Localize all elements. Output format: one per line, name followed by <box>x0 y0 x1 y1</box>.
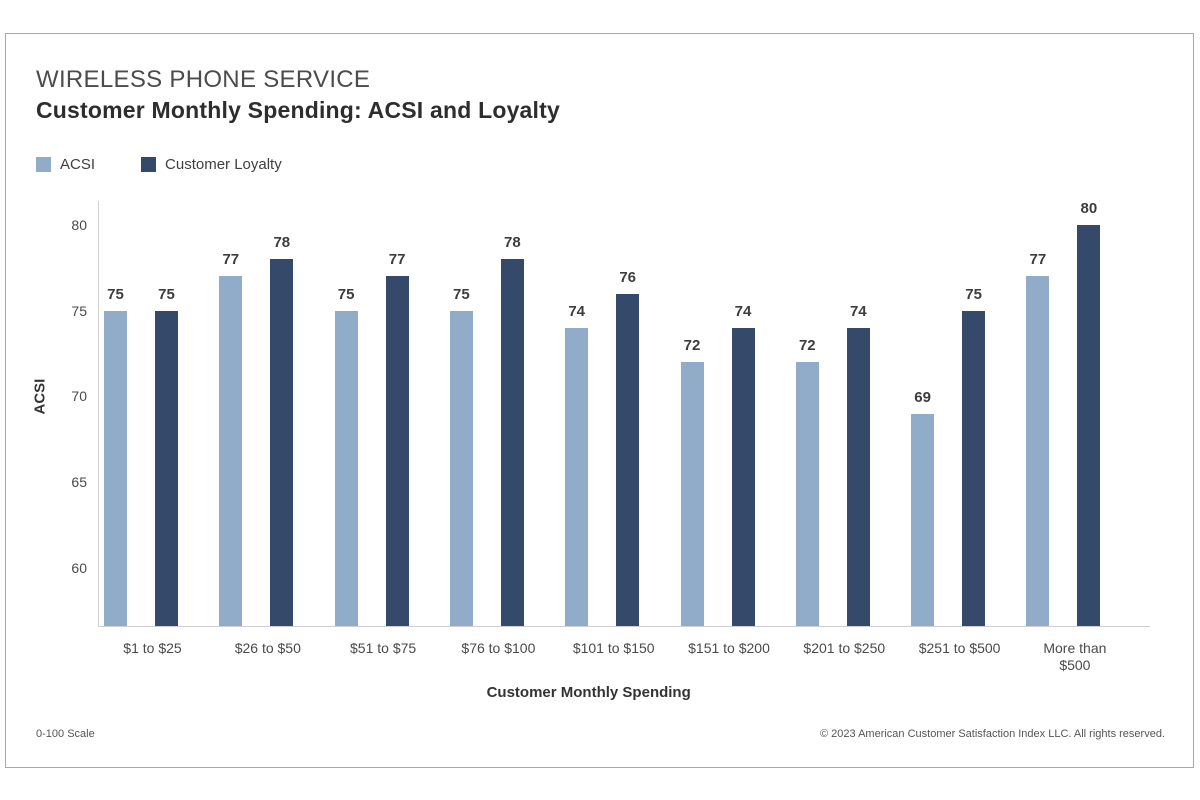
bar-value-label: 76 <box>619 268 637 286</box>
bar-value-label: 77 <box>388 251 406 269</box>
bar-loyalty <box>155 310 178 626</box>
bar-acsi <box>104 310 127 626</box>
y-tick-label: 60 <box>71 559 87 576</box>
bar-value-label: 75 <box>158 285 175 303</box>
bar-acsi <box>219 276 243 626</box>
legend-label: ACSI <box>60 156 96 173</box>
bar-acsi <box>680 362 704 626</box>
page-title: Customer Monthly Spending: ACSI and Loya… <box>36 97 560 123</box>
bar-value-label: 69 <box>914 388 931 406</box>
y-tick-label: 70 <box>71 388 87 405</box>
bar-loyalty <box>616 293 640 626</box>
x-category-label: $51 to $75 <box>350 640 417 656</box>
x-category-label: $101 to $150 <box>572 640 655 656</box>
legend-item: Customer Loyalty <box>141 156 282 173</box>
bar-loyalty <box>962 310 986 626</box>
y-tick-label: 80 <box>71 216 87 233</box>
y-tick-label: 75 <box>71 302 87 319</box>
bar-value-label: 72 <box>798 337 816 355</box>
bar-value-label: 77 <box>1029 251 1047 269</box>
x-category-label: More than $500 <box>1043 640 1107 673</box>
x-category-label: $1 to $25 <box>123 640 182 656</box>
x-axis-title: Customer Monthly Spending <box>486 684 691 701</box>
bar-value-label: 75 <box>453 285 470 303</box>
x-category-label: $151 to $200 <box>688 640 770 656</box>
bar-loyalty <box>731 327 755 626</box>
scale-note: 0-100 Scale <box>36 728 95 740</box>
bar-acsi <box>334 310 358 626</box>
copyright: © 2023 American Customer Satisfaction In… <box>820 728 1165 740</box>
bar-value-label: 75 <box>337 285 355 303</box>
x-category-label: $251 to $500 <box>918 640 1001 656</box>
plot-area: 60 65 70 75 80 75 75 $1 to $25 77 78 $26 to $50 75 7… <box>71 200 1150 701</box>
bar-value-label: 72 <box>683 337 701 355</box>
eyebrow-title: WIRELESS PHONE SERVICE <box>36 66 371 93</box>
bar-acsi <box>565 327 589 626</box>
x-category-label: $76 to $100 <box>461 640 536 656</box>
legend-item: ACSI <box>36 156 95 173</box>
bar-loyalty <box>1077 224 1101 626</box>
bar-loyalty <box>270 259 294 626</box>
bar-value-label: 75 <box>107 285 124 303</box>
bar-value-label: 75 <box>965 285 982 303</box>
chart-card: WIRELESS PHONE SERVICE Customer Monthly … <box>5 33 1194 768</box>
bar-value-label: 74 <box>568 302 586 320</box>
legend-swatch-icon <box>141 157 157 172</box>
bar-value-label: 74 <box>849 302 867 320</box>
legend: ACSI Customer Loyalty <box>36 156 328 173</box>
bar-loyalty <box>846 327 870 626</box>
bar-acsi <box>911 413 935 626</box>
bar-value-label: 77 <box>222 251 240 269</box>
bar-acsi <box>449 310 473 626</box>
bar-loyalty <box>500 259 524 626</box>
bar-value-label: 78 <box>504 234 521 252</box>
bar-acsi <box>1026 276 1050 626</box>
legend-swatch-icon <box>36 157 51 172</box>
y-tick-label: 65 <box>71 474 87 491</box>
legend-label: Customer Loyalty <box>165 156 282 173</box>
bar-acsi <box>795 362 819 626</box>
x-category-label: $201 to $250 <box>803 640 886 656</box>
bar-value-label: 78 <box>273 234 291 252</box>
x-category-label: $26 to $50 <box>234 640 301 656</box>
bar-value-label: 80 <box>1080 200 1098 217</box>
bar-loyalty <box>385 276 409 626</box>
bar-value-label: 74 <box>734 302 752 320</box>
